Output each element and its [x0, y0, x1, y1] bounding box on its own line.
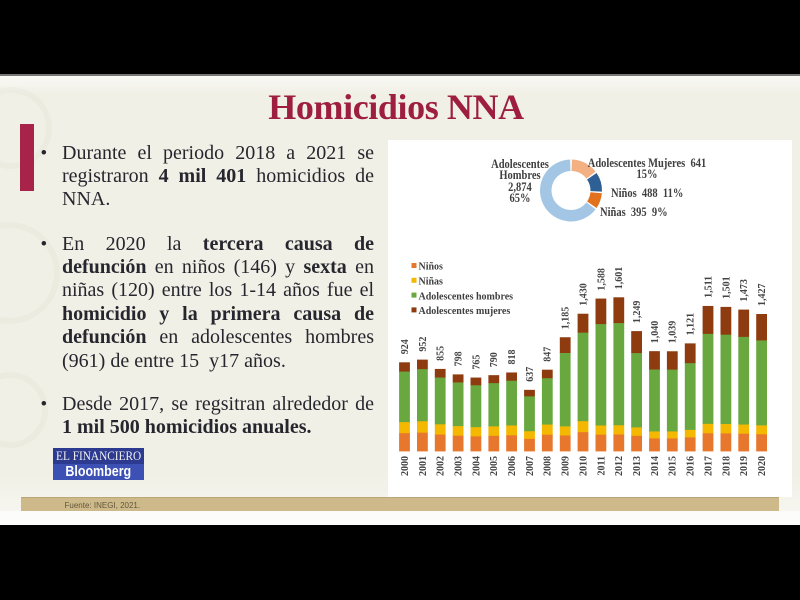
svg-text:2002: 2002 — [436, 456, 447, 476]
svg-text:2001: 2001 — [418, 456, 429, 476]
svg-text:2014: 2014 — [650, 456, 661, 476]
svg-text:1,185: 1,185 — [561, 307, 572, 330]
svg-text:Adolescentes hombres: Adolescentes hombres — [419, 291, 514, 302]
svg-text:1,501: 1,501 — [721, 276, 732, 299]
svg-text:2012: 2012 — [614, 456, 625, 476]
svg-text:2000: 2000 — [400, 456, 411, 476]
svg-text:2015: 2015 — [668, 456, 679, 476]
svg-text:1,601: 1,601 — [614, 267, 625, 290]
svg-text:798: 798 — [454, 351, 465, 366]
svg-text:Niñas: Niñas — [419, 277, 444, 288]
svg-text:765: 765 — [471, 355, 482, 370]
svg-text:2020: 2020 — [757, 456, 768, 476]
svg-text:1,040: 1,040 — [650, 321, 661, 344]
svg-text:818: 818 — [507, 350, 518, 365]
svg-text:2009: 2009 — [561, 456, 572, 476]
svg-text:Adolescentes mujeres: Adolescentes mujeres — [419, 306, 511, 317]
svg-text:1,473: 1,473 — [739, 279, 750, 302]
svg-text:1,511: 1,511 — [703, 276, 714, 298]
svg-text:1,588: 1,588 — [596, 268, 607, 291]
svg-text:855: 855 — [436, 346, 447, 361]
svg-text:1,121: 1,121 — [686, 313, 697, 336]
svg-text:1,430: 1,430 — [578, 283, 589, 306]
svg-text:Niños: Niños — [419, 262, 444, 273]
svg-text:2016: 2016 — [686, 456, 697, 476]
svg-text:2013: 2013 — [632, 456, 643, 476]
svg-text:1,039: 1,039 — [668, 321, 679, 344]
svg-text:2005: 2005 — [489, 456, 500, 476]
svg-text:2003: 2003 — [454, 456, 465, 476]
svg-text:2006: 2006 — [507, 456, 518, 476]
svg-text:2004: 2004 — [471, 456, 482, 476]
svg-text:2008: 2008 — [543, 456, 554, 476]
svg-text:2010: 2010 — [578, 456, 589, 476]
svg-text:1,427: 1,427 — [757, 284, 768, 307]
svg-text:1,249: 1,249 — [632, 301, 643, 324]
svg-text:790: 790 — [489, 352, 500, 367]
svg-text:847: 847 — [543, 347, 554, 362]
svg-text:2018: 2018 — [721, 456, 732, 476]
svg-text:952: 952 — [418, 337, 429, 352]
svg-text:2007: 2007 — [525, 456, 536, 476]
svg-text:2011: 2011 — [596, 456, 607, 475]
svg-text:2019: 2019 — [739, 456, 750, 476]
svg-text:924: 924 — [400, 339, 411, 354]
svg-text:2017: 2017 — [703, 456, 714, 476]
svg-text:637: 637 — [525, 367, 536, 382]
